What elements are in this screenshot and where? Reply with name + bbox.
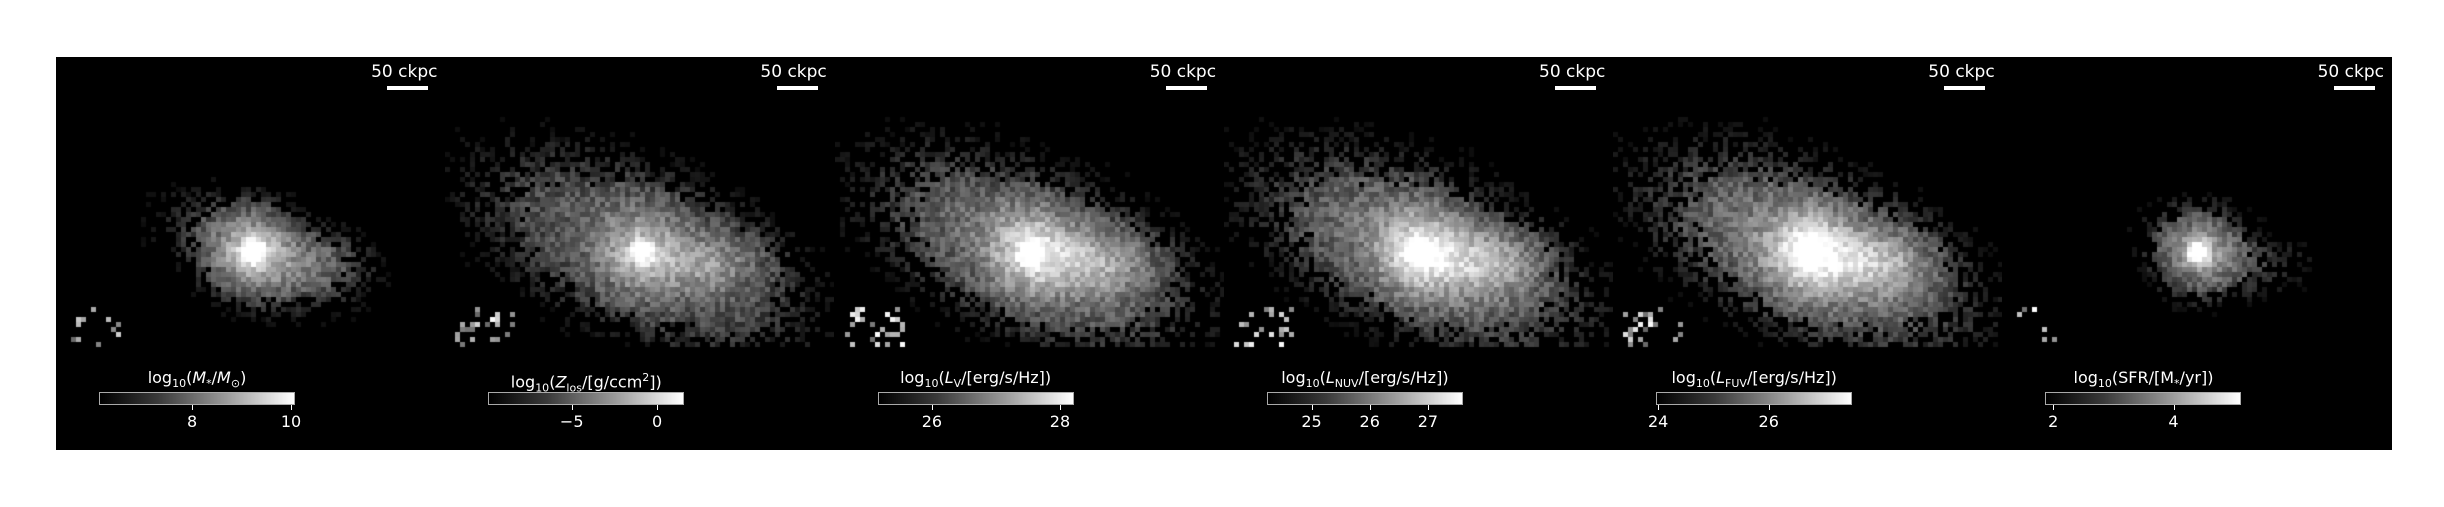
colorbar-tick-label: 2	[2048, 412, 2059, 431]
scale-bar-label: 50 ckpc	[760, 62, 827, 82]
scale-bar-label: 50 ckpc	[1149, 62, 1217, 82]
galaxy-image-nuv-luminosity	[1223, 57, 1613, 450]
colorbar	[1266, 392, 1463, 405]
colorbar-tick	[1427, 405, 1429, 410]
colorbar-tick	[931, 405, 933, 410]
scale-bar-label: 50 ckpc	[1928, 62, 1995, 82]
colorbar-tick-label: −5	[559, 412, 584, 431]
map-panel-metallicity: 50 ckpc log10(Zlos/[g/ccm2]) −5 0	[445, 57, 835, 450]
colorbar-title: log10(M*/M⊙)	[147, 368, 247, 391]
galaxy-image-star-formation-rate	[2002, 57, 2392, 450]
colorbar-tick-label: 4	[2168, 412, 2179, 431]
colorbar	[99, 392, 295, 405]
colorbar-tick	[1059, 405, 1061, 410]
galaxy-image-v-band-luminosity	[834, 57, 1224, 450]
map-panel-nuv-luminosity: 50 ckpc log10(LNUV/[erg/s/Hz]) 25 26 27	[1223, 57, 1613, 450]
colorbar-tick	[291, 405, 293, 410]
colorbar-tick	[192, 405, 194, 410]
galaxy-image-fuv-luminosity	[1613, 57, 2003, 450]
colorbar	[877, 392, 1074, 405]
colorbar-tick	[1369, 405, 1371, 410]
scale-bar	[1944, 86, 1986, 90]
galaxy-image-metallicity	[445, 57, 835, 450]
colorbar	[488, 392, 685, 405]
scale-bar	[776, 86, 818, 90]
scale-bar	[2333, 86, 2375, 90]
map-panel-star-formation-rate: 50 ckpc log10(SFR/[M*/yr]) 2 4	[2002, 57, 2392, 450]
colorbar-tick-label: 26	[1758, 412, 1779, 431]
colorbar-tick	[1311, 405, 1313, 410]
colorbar-tick-label: 24	[1647, 412, 1669, 431]
colorbar-title: log10(LFUV/[erg/s/Hz])	[1671, 368, 1837, 391]
colorbar-tick	[657, 405, 659, 410]
colorbar-title: log10(LV/[erg/s/Hz])	[900, 368, 1052, 391]
colorbar-title: log10(Zlos/[g/ccm2])	[510, 371, 662, 395]
colorbar-tick-label: 25	[1301, 412, 1322, 431]
colorbar	[2045, 392, 2242, 405]
map-panel-v-band-luminosity: 50 ckpc log10(LV/[erg/s/Hz]) 26 28	[834, 57, 1224, 450]
scale-bar-label: 50 ckpc	[2317, 62, 2384, 82]
scale-bar-label: 50 ckpc	[1539, 62, 1606, 82]
scale-bar-label: 50 ckpc	[371, 62, 438, 82]
colorbar-tick-label: 26	[921, 412, 943, 431]
colorbar-tick	[2053, 405, 2055, 410]
scale-bar	[1555, 86, 1597, 90]
map-panel-fuv-luminosity: 50 ckpc log10(LFUV/[erg/s/Hz]) 24 26	[1613, 57, 2003, 450]
galaxy-maps-strip: 50 ckpc log10(M*/M⊙) 8 10 50 ckpc log10(Zlos/…	[56, 57, 2392, 450]
colorbar-tick-label: 27	[1417, 412, 1439, 431]
colorbar-tick-label: 28	[1049, 412, 1071, 431]
scale-bar	[1165, 86, 1207, 90]
colorbar-title: log10(LNUV/[erg/s/Hz])	[1281, 368, 1449, 391]
map-panel-stellar-mass: 50 ckpc log10(M*/M⊙) 8 10	[56, 57, 445, 450]
galaxy-image-stellar-mass	[56, 57, 445, 450]
colorbar-tick	[1658, 405, 1660, 410]
scale-bar	[387, 86, 429, 90]
colorbar-tick	[1768, 405, 1770, 410]
colorbar-title: log10(SFR/[M*/yr])	[2073, 368, 2214, 391]
colorbar-tick	[571, 405, 573, 410]
colorbar-tick-label: 8	[187, 412, 198, 431]
colorbar-tick-label: 0	[651, 412, 663, 431]
colorbar-tick-label: 10	[280, 412, 302, 431]
colorbar-tick	[2173, 405, 2175, 410]
colorbar-tick-label: 26	[1359, 412, 1380, 431]
colorbar	[1656, 392, 1853, 405]
